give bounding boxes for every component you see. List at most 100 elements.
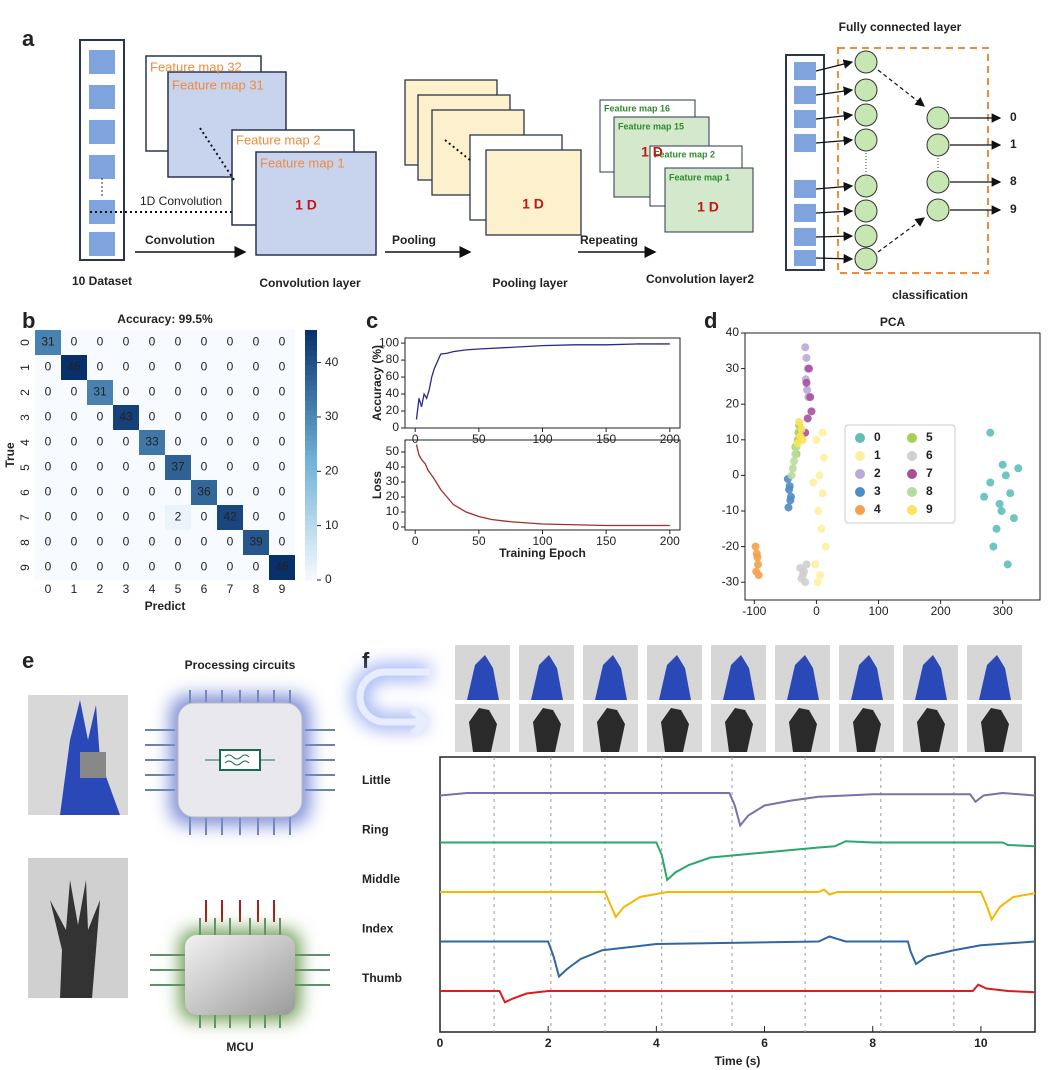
point <box>818 428 827 437</box>
point <box>815 471 824 480</box>
cell-label: 0 <box>253 385 260 399</box>
colorbar-step <box>305 485 317 491</box>
x-tick-label: 8 <box>253 582 260 596</box>
cell-label: 0 <box>149 485 156 499</box>
feature-map-label: Feature map 1 <box>669 172 730 182</box>
legend-swatch <box>907 505 917 515</box>
cell <box>243 330 269 355</box>
point <box>803 385 812 394</box>
neurons <box>854 50 950 271</box>
robot-hand <box>853 708 881 752</box>
colorbar-step <box>305 355 317 361</box>
cell <box>217 455 243 480</box>
cell <box>191 530 217 555</box>
colorbar-step <box>305 430 317 436</box>
point <box>989 542 998 551</box>
cell-label: 0 <box>123 435 130 449</box>
cell <box>165 505 191 530</box>
colorbar-step <box>305 350 317 356</box>
cell <box>87 380 113 405</box>
cell-label: 0 <box>123 485 130 499</box>
cell <box>87 455 113 480</box>
y-tick-label: 0 <box>392 519 399 533</box>
colorbar-step <box>305 450 317 456</box>
colorbar-step <box>305 365 317 371</box>
label: classification <box>892 288 968 302</box>
label: MCU <box>226 1040 253 1054</box>
point <box>1006 489 1015 498</box>
cell-label: 0 <box>45 535 52 549</box>
cell-label: 0 <box>97 485 104 499</box>
cell <box>35 380 61 405</box>
cell <box>217 330 243 355</box>
x-tick-label: 100 <box>532 534 552 548</box>
cell <box>35 430 61 455</box>
x-tick-label: 9 <box>279 582 286 596</box>
point <box>754 571 763 580</box>
cell <box>191 355 217 380</box>
cell-label: 0 <box>149 535 156 549</box>
cell <box>165 555 191 580</box>
x-tick-label: 0 <box>412 534 419 548</box>
cell <box>243 530 269 555</box>
legend-label: 7 <box>926 466 933 480</box>
cell-label: 0 <box>253 485 260 499</box>
robot-hand <box>725 708 753 752</box>
colorbar-label: 10 <box>325 518 339 532</box>
cell <box>269 455 295 480</box>
point <box>798 435 807 444</box>
cell-label: 0 <box>149 560 156 574</box>
cell-label: 0 <box>279 460 286 474</box>
point <box>754 560 763 569</box>
x-tick-label: 200 <box>660 534 680 548</box>
cell <box>35 480 61 505</box>
series-label: Thumb <box>362 971 402 985</box>
colorbar-step <box>305 540 317 546</box>
y-tick-label: 8 <box>18 539 32 546</box>
legend-swatch <box>907 487 917 497</box>
y-tick-label: 0 <box>732 468 739 482</box>
cell-label: 0 <box>149 510 156 524</box>
colorbar-step <box>305 525 317 531</box>
colorbar-step <box>305 520 317 526</box>
cell <box>61 555 87 580</box>
cell <box>61 505 87 530</box>
y-tick-label: -30 <box>722 574 740 588</box>
legend-label: 3 <box>874 484 881 498</box>
cell-label: 0 <box>45 485 52 499</box>
cell <box>191 380 217 405</box>
colorbar-step <box>305 460 317 466</box>
colorbar-step <box>305 425 317 431</box>
plot-frame <box>439 756 1036 1033</box>
x-tick-label: 5 <box>175 582 182 596</box>
colorbar-label: 0 <box>325 572 332 586</box>
legend-label: 0 <box>874 430 881 444</box>
cell <box>61 355 87 380</box>
cell <box>191 555 217 580</box>
x-tick-label: 7 <box>227 582 234 596</box>
point <box>1009 514 1018 523</box>
cell <box>113 530 139 555</box>
y-tick-label: 40 <box>386 386 400 400</box>
cell-label: 0 <box>45 435 52 449</box>
output-label: 1 <box>1010 137 1017 151</box>
cell-label: 0 <box>279 385 286 399</box>
cell <box>139 430 165 455</box>
feature-map-label: Feature map 32 <box>150 59 242 74</box>
cell <box>139 480 165 505</box>
x-tick-label: 2 <box>97 582 104 596</box>
colorbar-step <box>305 550 317 556</box>
robot-hand <box>50 880 100 998</box>
cell <box>61 455 87 480</box>
cell-label: 0 <box>123 510 130 524</box>
cell-label: 0 <box>149 360 156 374</box>
outputs: 0 1 8 9 <box>1010 110 1017 216</box>
cnn-diagram: 10 Dataset 1D Convolution Convolution Fe… <box>72 20 1017 302</box>
cell-label: 0 <box>123 560 130 574</box>
x-tick-label: 6 <box>761 1036 768 1050</box>
cell-label: 46 <box>67 360 81 374</box>
y-tick-label: 80 <box>386 352 400 366</box>
colorbar-step <box>305 445 317 451</box>
cell <box>165 530 191 555</box>
cell <box>113 330 139 355</box>
